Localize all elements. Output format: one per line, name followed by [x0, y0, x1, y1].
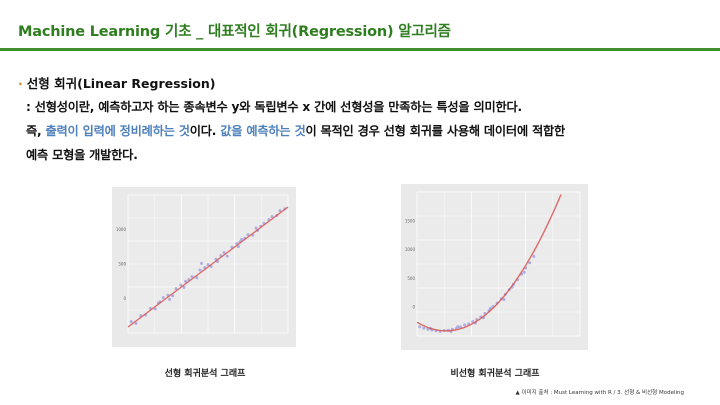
caption-nonlinear: 비선형 회귀분석 그래프 — [450, 369, 540, 379]
data-point — [254, 226, 258, 230]
data-point — [153, 307, 157, 311]
slide-title: Machine Learning 기초 _ 대표적인 회귀(Regression… — [18, 24, 451, 40]
data-point — [200, 261, 204, 265]
data-point — [456, 325, 460, 329]
data-point — [171, 294, 175, 298]
data-point — [168, 297, 172, 301]
y-tick-label: 500 — [407, 276, 415, 281]
data-point — [190, 275, 194, 279]
highlight-proportional: 출력이 입력에 정비례하는 것 — [45, 124, 190, 138]
data-point — [236, 245, 240, 249]
data-point — [134, 321, 138, 325]
y-tick-label: 1000 — [405, 247, 416, 252]
data-point — [179, 283, 183, 287]
data-point — [463, 323, 466, 327]
data-point — [184, 279, 188, 283]
data-point — [270, 215, 274, 219]
data-point — [278, 209, 282, 213]
data-point — [174, 287, 178, 291]
caption-linear: 선형 회귀분석 그래프 — [164, 369, 246, 379]
bullet-dot-icon: · — [18, 76, 23, 91]
title-divider — [0, 48, 720, 51]
data-point — [240, 237, 244, 241]
body-paragraph: : 선형성이란, 예측하고자 하는 종속변수 y와 독립변수 x 간에 선형성을… — [26, 95, 706, 167]
fit-line — [127, 206, 289, 328]
fit-line — [416, 194, 562, 332]
body-line-2-b: 이다. — [189, 124, 221, 138]
y-tick-label: 0 — [412, 305, 415, 310]
data-point — [225, 254, 229, 258]
data-point — [129, 320, 133, 324]
y-tick-label: 0 — [123, 296, 126, 301]
data-point — [246, 233, 250, 237]
data-point — [161, 296, 165, 300]
y-tick-label: 1500 — [405, 218, 416, 223]
section-heading: · 선형 회귀(Linear Regression) — [18, 73, 215, 92]
linear-regression-chart: 1000 500 0 — [112, 187, 296, 347]
nonlinear-regression-chart: 1500 1000 500 0 — [401, 184, 588, 350]
body-line-3: 예측 모형을 개발한다. — [26, 148, 138, 162]
body-line-2: 즉, 출력이 입력에 정비례하는 것이다. 값을 예측하는 것이 목적인 경우 … — [26, 119, 706, 143]
data-point — [206, 263, 210, 267]
data-point — [528, 261, 532, 265]
nonlinear-regression-plot: 1500 1000 500 0 — [405, 191, 581, 337]
data-point — [502, 298, 506, 301]
data-point — [532, 254, 536, 258]
data-point — [422, 326, 426, 330]
data-point — [522, 270, 526, 274]
y-tick-label: 1000 — [116, 227, 127, 232]
data-point — [222, 251, 226, 255]
data-point — [198, 268, 202, 272]
y-tick-label: 500 — [118, 262, 126, 267]
image-source: ▲ 이미지 출처 : Must Learning with R / 3. 선형 … — [515, 390, 684, 396]
body-line-1: : 선형성이란, 예측하고자 하는 종속변수 y와 독립변수 x 간에 선형성을… — [26, 100, 522, 114]
linear-regression-plot: 1000 500 0 — [116, 194, 289, 334]
data-point — [182, 285, 186, 289]
section-heading-text: 선형 회귀(Linear Regression) — [26, 76, 216, 91]
body-line-2-c: 이 목적인 경우 선형 회귀를 사용해 데이터에 적합한 — [305, 124, 566, 138]
body-line-2-a: 즉, — [26, 124, 46, 138]
data-point — [195, 276, 199, 280]
data-point — [418, 325, 422, 329]
highlight-predict: 값을 예측하는 것 — [220, 124, 306, 138]
